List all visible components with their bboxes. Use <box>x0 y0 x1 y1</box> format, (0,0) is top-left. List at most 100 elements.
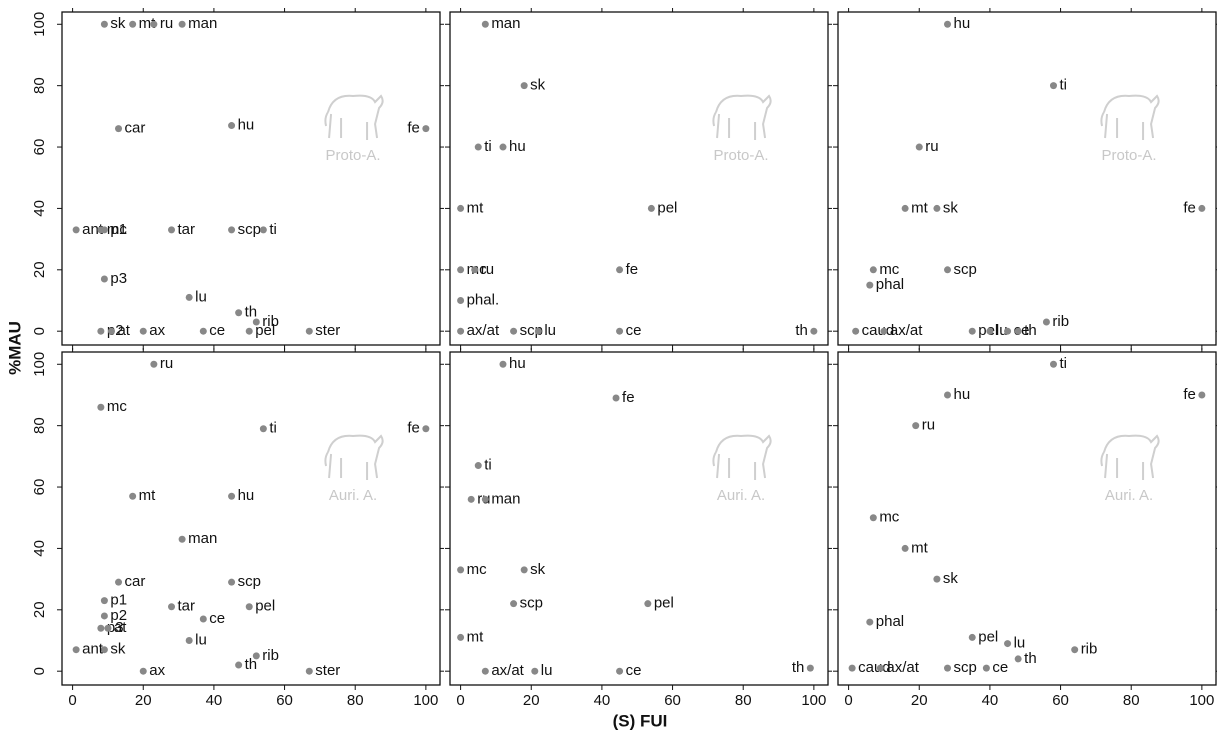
point <box>228 492 236 500</box>
x-tick-label: 0 <box>844 692 852 709</box>
point-label: fe <box>1183 386 1196 403</box>
point <box>944 664 952 672</box>
point <box>944 391 952 399</box>
point-label: p3 <box>107 619 124 636</box>
point-label: fe <box>407 120 420 137</box>
point <box>471 266 479 274</box>
y-axis-label: %MAU <box>5 321 24 375</box>
point <box>305 667 313 675</box>
point-label: ru <box>922 417 935 434</box>
point <box>481 20 489 28</box>
point-label: scp <box>520 595 543 612</box>
point <box>1198 391 1206 399</box>
point-label: scp <box>954 261 977 278</box>
point <box>944 20 952 28</box>
point <box>245 603 253 611</box>
point <box>901 544 909 552</box>
point <box>100 612 108 620</box>
point-label: ant <box>82 641 104 658</box>
x-axis-label: (S) FUI <box>613 711 668 730</box>
point <box>457 266 465 274</box>
annotation: Auri. A. <box>329 487 377 504</box>
point-label: ti <box>1059 77 1067 94</box>
point-label: man <box>491 490 520 507</box>
point <box>100 275 108 283</box>
point-label: pel <box>255 322 275 339</box>
y-tick-label: 0 <box>31 327 48 335</box>
point <box>422 425 430 433</box>
annotation: Proto-A. <box>326 147 381 164</box>
point <box>944 266 952 274</box>
point <box>72 646 80 654</box>
x-tick-label: 0 <box>456 692 464 709</box>
x-tick-label: 80 <box>735 692 752 709</box>
point-label: mc <box>467 561 487 578</box>
point <box>866 618 874 626</box>
point-label: ti <box>484 138 492 155</box>
x-tick-label: 40 <box>982 692 999 709</box>
point-label: ant <box>82 221 104 238</box>
point <box>806 664 814 672</box>
point-label: th <box>795 322 808 339</box>
y-tick-label: 40 <box>31 200 48 217</box>
point-label: th <box>1024 650 1037 667</box>
point <box>968 633 976 641</box>
point-label: ru <box>160 355 173 372</box>
panel-frame <box>61 11 441 346</box>
x-tick-label: 60 <box>276 692 293 709</box>
point-label: ru <box>481 261 494 278</box>
point-label: mc <box>107 398 127 415</box>
point-label: lu <box>996 322 1008 339</box>
point-label: lu <box>195 288 207 305</box>
panel-frame <box>449 11 829 346</box>
point <box>1004 327 1012 335</box>
point <box>72 226 80 234</box>
point-label: ax/at <box>886 659 919 676</box>
point-label: fe <box>1183 199 1196 216</box>
point-label: ce <box>992 659 1008 676</box>
y-tick-label: 20 <box>31 601 48 618</box>
point-label: sk <box>530 77 546 94</box>
x-tick-label: 80 <box>347 692 364 709</box>
point <box>228 578 236 586</box>
point <box>982 664 990 672</box>
point-label: th <box>792 659 805 676</box>
point <box>852 327 860 335</box>
point-label: ti <box>269 420 277 437</box>
animal-icon <box>1100 434 1160 480</box>
point <box>305 327 313 335</box>
point-label: phal <box>876 613 904 630</box>
point-label: ax <box>149 662 165 679</box>
point <box>185 636 193 644</box>
point-label: ru <box>160 15 173 32</box>
point-label: mt <box>911 539 928 556</box>
x-tick-label: 0 <box>68 692 76 709</box>
point-label: car <box>125 573 146 590</box>
point <box>474 143 482 151</box>
point <box>869 266 877 274</box>
point <box>986 327 994 335</box>
point-label: p2 <box>110 607 127 624</box>
y-tick-label: 80 <box>31 77 48 94</box>
point-label: ax/at <box>890 322 923 339</box>
point <box>168 603 176 611</box>
point-label: lu <box>541 662 553 679</box>
point-label: pel <box>654 595 674 612</box>
animal-icon <box>712 434 772 480</box>
point-label: phal <box>876 276 904 293</box>
point-label: th <box>245 304 258 321</box>
point <box>259 425 267 433</box>
point <box>901 204 909 212</box>
point <box>100 226 108 234</box>
point <box>499 143 507 151</box>
point-label: ru <box>925 138 938 155</box>
point <box>185 293 193 301</box>
point <box>880 327 888 335</box>
point <box>1014 655 1022 663</box>
point-label: mc <box>107 221 127 238</box>
y-tick-label: 80 <box>31 417 48 434</box>
point <box>810 327 818 335</box>
point-label: sk <box>110 641 126 658</box>
point <box>150 360 158 368</box>
